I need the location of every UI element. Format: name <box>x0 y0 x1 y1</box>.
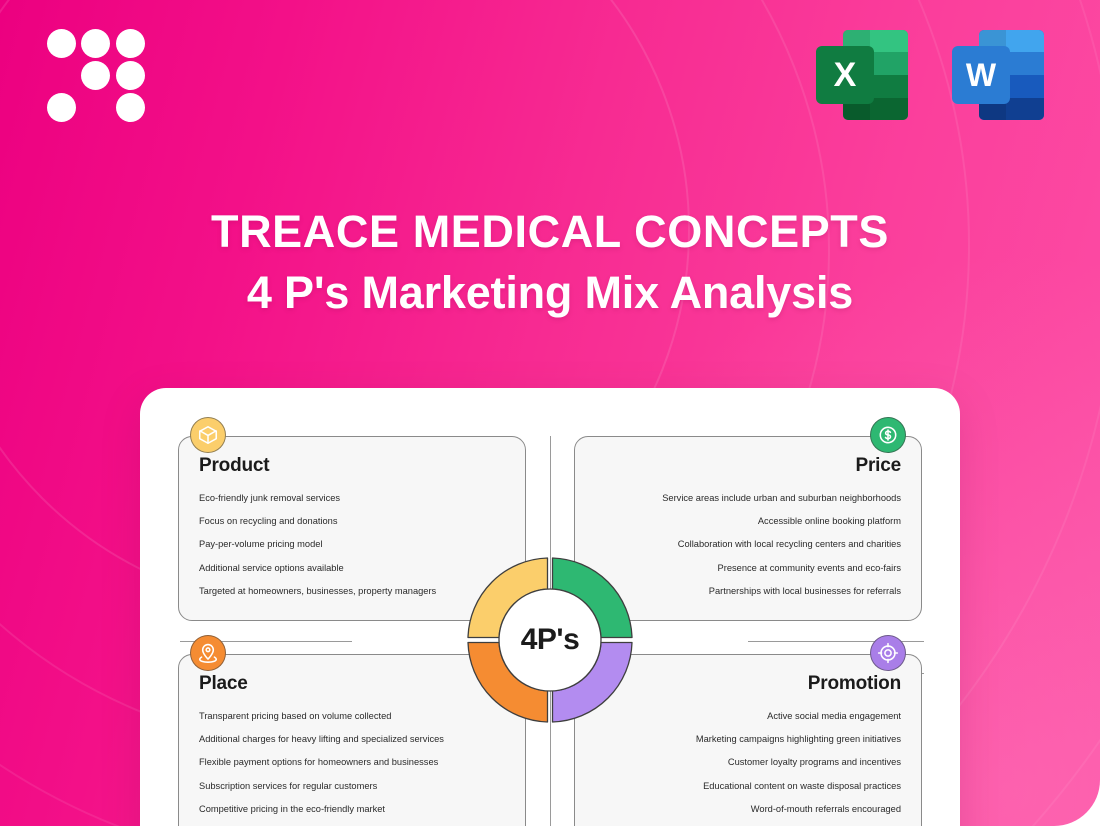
list-item: Subscription services for regular custom… <box>199 780 378 791</box>
logo-dot <box>47 93 76 122</box>
quadrant-promotion[interactable]: Promotion Active social media engagement… <box>574 654 922 826</box>
quadrant-list-product: Eco-friendly junk removal services Focus… <box>199 493 505 596</box>
word-icon[interactable]: W <box>952 30 1044 120</box>
donut-svg <box>467 557 633 723</box>
list-item: Active social media engagement <box>767 711 901 721</box>
word-letter: W <box>952 46 1010 104</box>
quadrant-list-promotion: Active social media engagement Marketing… <box>595 711 901 814</box>
quadrant-place[interactable]: Place Transparent pricing based on volum… <box>178 654 526 826</box>
logo-dot <box>115 61 145 90</box>
logo-dot <box>115 93 145 122</box>
quadrant-product[interactable]: Product Eco-friendly junk removal servic… <box>178 436 526 621</box>
list-item: Partnerships with local businesses for r… <box>708 585 901 596</box>
list-item: Marketing campaigns highlighting green i… <box>695 734 901 745</box>
connector-line <box>180 640 352 642</box>
list-item: Focus on recycling and donations <box>199 516 338 527</box>
donut-chart: 4P's <box>462 552 638 728</box>
box-icon[interactable] <box>190 417 226 453</box>
connector-line <box>549 688 551 826</box>
list-item: Pay-per-volume pricing model <box>199 539 323 550</box>
logo-dot <box>47 29 76 58</box>
page-title: TREACE MEDICAL CONCEPTS <box>210 206 889 257</box>
list-item: Collaboration with local recycling cente… <box>677 539 901 550</box>
list-item: Flexible payment options for homeowners … <box>199 757 439 768</box>
logo-dot <box>115 29 145 58</box>
list-item: Accessible online booking platform <box>757 516 901 527</box>
quadrant-title-product: Product <box>199 455 270 476</box>
quadrant-list-place: Transparent pricing based on volume coll… <box>199 711 505 814</box>
list-item: Transparent pricing based on volume coll… <box>199 711 392 721</box>
dollar-coin-icon[interactable] <box>870 417 906 453</box>
logo-dot-empty <box>81 93 110 122</box>
quadrant-title-place: Place <box>199 673 248 694</box>
page-subtitle: 4 P's Marketing Mix Analysis <box>246 267 854 319</box>
connector-line <box>549 436 551 626</box>
logo-dot <box>81 29 111 58</box>
location-pin-icon[interactable] <box>190 635 226 671</box>
list-item: Educational content on waste disposal pr… <box>703 780 901 791</box>
list-item: Word-of-mouth referrals encouraged <box>750 803 901 814</box>
donut-hole <box>498 588 602 692</box>
list-item: Presence at community events and eco-fai… <box>717 562 901 573</box>
target-icon[interactable] <box>870 635 906 671</box>
quadrant-title-promotion: Promotion <box>807 673 901 694</box>
list-item: Additional service options available <box>199 562 344 573</box>
header-block: TREACE MEDICAL CONCEPTS 4 P's Marketing … <box>0 205 1100 319</box>
quadrant-title-price: Price <box>855 455 902 476</box>
list-item: Targeted at homeowners, businesses, prop… <box>199 585 437 596</box>
list-item: Customer loyalty programs and incentives <box>727 757 901 768</box>
logo-dot <box>81 61 111 90</box>
quadrant-grid: Product Eco-friendly junk removal servic… <box>140 388 960 826</box>
list-item: Eco-friendly junk removal services <box>199 493 341 503</box>
logo-dot-empty <box>47 61 76 90</box>
dot-grid-logo <box>47 29 147 122</box>
quadrant-price[interactable]: Price Service areas include urban and su… <box>574 436 922 621</box>
excel-icon[interactable]: X <box>816 30 908 120</box>
list-item: Service areas include urban and suburban… <box>662 493 901 503</box>
connector-line <box>748 640 924 642</box>
list-item: Additional charges for heavy lifting and… <box>199 734 444 745</box>
file-format-icons: X W <box>816 30 1044 120</box>
list-item: Competitive pricing in the eco-friendly … <box>199 803 386 814</box>
excel-letter: X <box>816 46 874 104</box>
quadrant-list-price: Service areas include urban and suburban… <box>595 493 901 596</box>
